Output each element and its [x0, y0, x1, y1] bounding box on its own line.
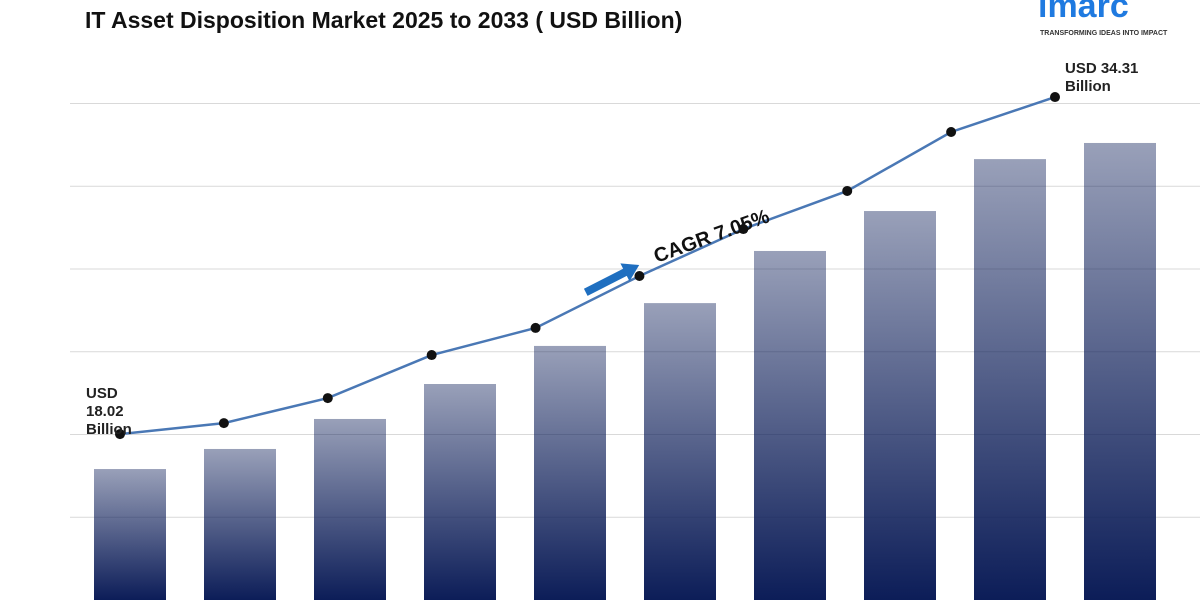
line-point — [738, 224, 749, 235]
line-point — [946, 127, 957, 137]
line-point — [426, 350, 437, 361]
bar — [94, 469, 166, 600]
value-label: 18.02 — [86, 403, 124, 420]
line-point — [530, 322, 541, 333]
line-point — [115, 429, 125, 440]
bar — [314, 418, 386, 600]
bars — [94, 142, 1156, 600]
value-label: Billion — [1065, 78, 1111, 95]
bar — [204, 448, 276, 600]
bar — [754, 250, 826, 600]
bar — [1084, 142, 1156, 600]
logo-name: imarc — [1038, 0, 1129, 25]
bar — [534, 345, 606, 600]
chart-title: IT Asset Disposition Market 2025 to 2033… — [85, 7, 682, 33]
line-point — [322, 393, 333, 404]
value-label: USD — [86, 385, 118, 402]
logo-tagline: TRANSFORMING IDEAS INTO IMPACT — [1040, 30, 1168, 37]
bar — [864, 211, 936, 600]
bar — [644, 303, 716, 600]
cagr-arrow — [583, 263, 640, 296]
bar — [974, 159, 1046, 600]
value-label: USD 34.31 — [1065, 60, 1138, 77]
line-point — [842, 185, 853, 196]
arrow-shape — [583, 263, 640, 296]
line-point — [634, 271, 645, 281]
line-point — [218, 418, 229, 429]
line-path — [119, 95, 1056, 436]
line-point — [1050, 92, 1060, 103]
bar — [424, 384, 496, 600]
value-label: Billion — [86, 421, 132, 438]
